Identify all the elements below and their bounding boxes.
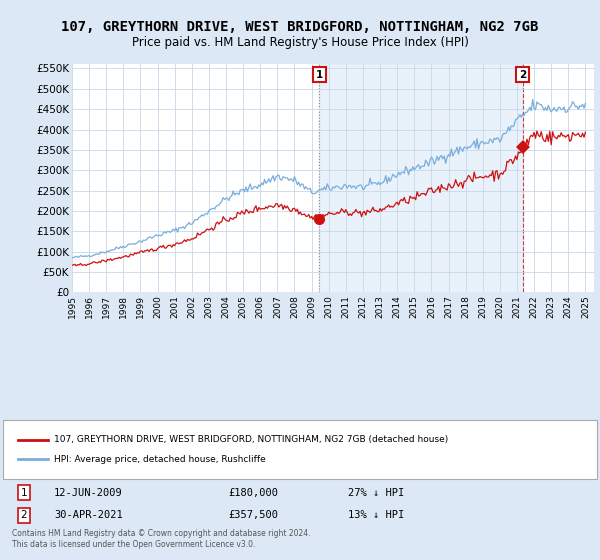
Text: 27% ↓ HPI: 27% ↓ HPI bbox=[348, 488, 404, 498]
Text: 30-APR-2021: 30-APR-2021 bbox=[54, 510, 123, 520]
Text: 2: 2 bbox=[519, 69, 526, 80]
Text: 1: 1 bbox=[316, 69, 323, 80]
Text: 107, GREYTHORN DRIVE, WEST BRIDGFORD, NOTTINGHAM, NG2 7GB (detached house): 107, GREYTHORN DRIVE, WEST BRIDGFORD, NO… bbox=[54, 435, 448, 444]
Text: HPI: Average price, detached house, Rushcliffe: HPI: Average price, detached house, Rush… bbox=[54, 455, 266, 464]
Text: Price paid vs. HM Land Registry's House Price Index (HPI): Price paid vs. HM Land Registry's House … bbox=[131, 36, 469, 49]
Text: 107, GREYTHORN DRIVE, WEST BRIDGFORD, NOTTINGHAM, NG2 7GB: 107, GREYTHORN DRIVE, WEST BRIDGFORD, NO… bbox=[61, 20, 539, 34]
Text: 12-JUN-2009: 12-JUN-2009 bbox=[54, 488, 123, 498]
Text: Contains HM Land Registry data © Crown copyright and database right 2024.
This d: Contains HM Land Registry data © Crown c… bbox=[12, 529, 311, 549]
Text: 13% ↓ HPI: 13% ↓ HPI bbox=[348, 510, 404, 520]
Bar bbox=[319, 64, 523, 292]
Text: £180,000: £180,000 bbox=[228, 488, 278, 498]
Text: £357,500: £357,500 bbox=[228, 510, 278, 520]
Text: 1: 1 bbox=[20, 488, 28, 498]
Text: 2: 2 bbox=[20, 510, 28, 520]
